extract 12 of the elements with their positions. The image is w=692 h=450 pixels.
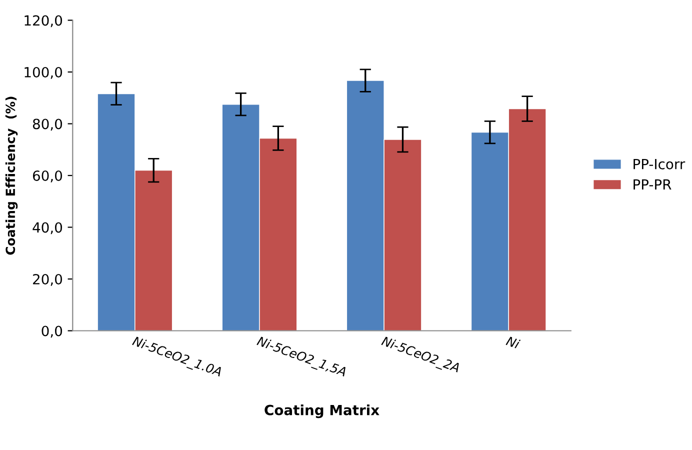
- legend-label: PP-Icorr: [634, 159, 686, 170]
- legend-label: PP-PR: [634, 179, 672, 190]
- y-tick-label: 80,0: [32, 118, 62, 131]
- x-axis-title: Coating Matrix: [264, 404, 380, 418]
- y-tick-label: 120,0: [24, 15, 62, 28]
- y-tick-label: 60,0: [32, 170, 62, 182]
- y-tick-label: 100,0: [24, 66, 62, 79]
- y-tick-label: 0,0: [42, 326, 62, 338]
- y-tick-label: 40,0: [32, 222, 62, 234]
- x-tick-label: Ni: [506, 336, 521, 349]
- y-tick-label: 20,0: [33, 274, 62, 286]
- y-axis-title: Coating Efficiency (%): [5, 96, 18, 255]
